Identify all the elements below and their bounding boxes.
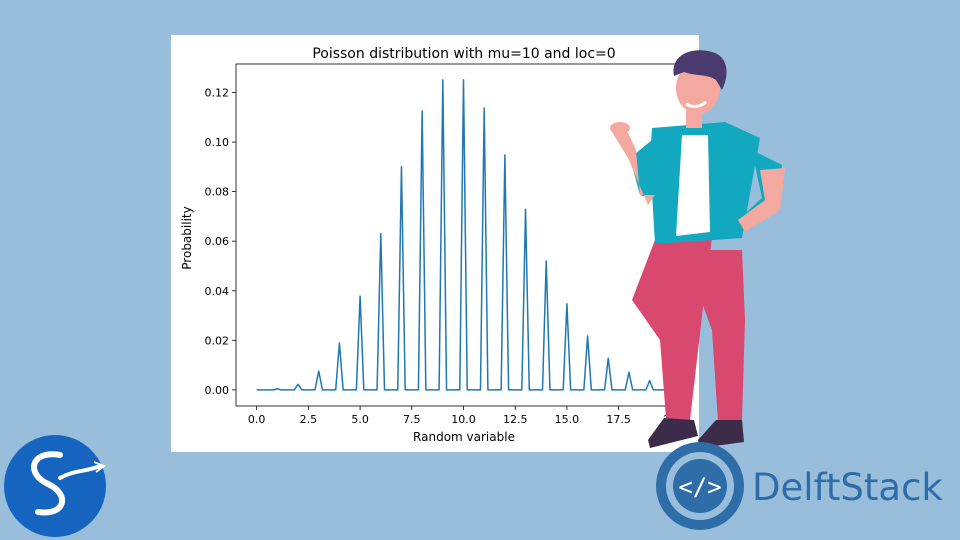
x-tick-label: 7.5 [403,413,421,426]
y-tick-label: 0.10 [205,136,230,149]
y-tick-label: 0.02 [205,334,230,347]
y-tick-label: 0.06 [205,235,230,248]
y-tick-label: 0.08 [205,186,230,199]
delftstack-logo: </> DelftStack [656,442,943,530]
person-illustration [610,50,785,448]
x-tick-label: 2.5 [300,413,318,426]
x-tick-label: 17.5 [606,413,631,426]
svg-text:</>: </> [678,473,721,501]
x-tick-label: 0.0 [248,413,266,426]
code-brackets-emblem-icon: </> [656,442,744,530]
series-line [256,79,675,391]
y-tick-label: 0.04 [205,285,230,298]
scipy-logo [4,435,107,537]
x-tick-label: 15.0 [555,413,580,426]
brand-name: DelftStack [752,466,943,509]
x-axis-label: Random variable [413,430,515,444]
x-tick-label: 5.0 [351,413,369,426]
y-tick-label: 0.12 [205,87,230,100]
x-tick-label: 10.0 [451,413,476,426]
plot-area: 0.02.55.07.510.012.515.017.5200.000.020.… [205,63,692,426]
x-tick-label: 12.5 [503,413,528,426]
y-axis-label: Probability [180,206,194,269]
y-tick-label: 0.00 [205,384,230,397]
chart-title: Poisson distribution with mu=10 and loc=… [312,46,615,62]
